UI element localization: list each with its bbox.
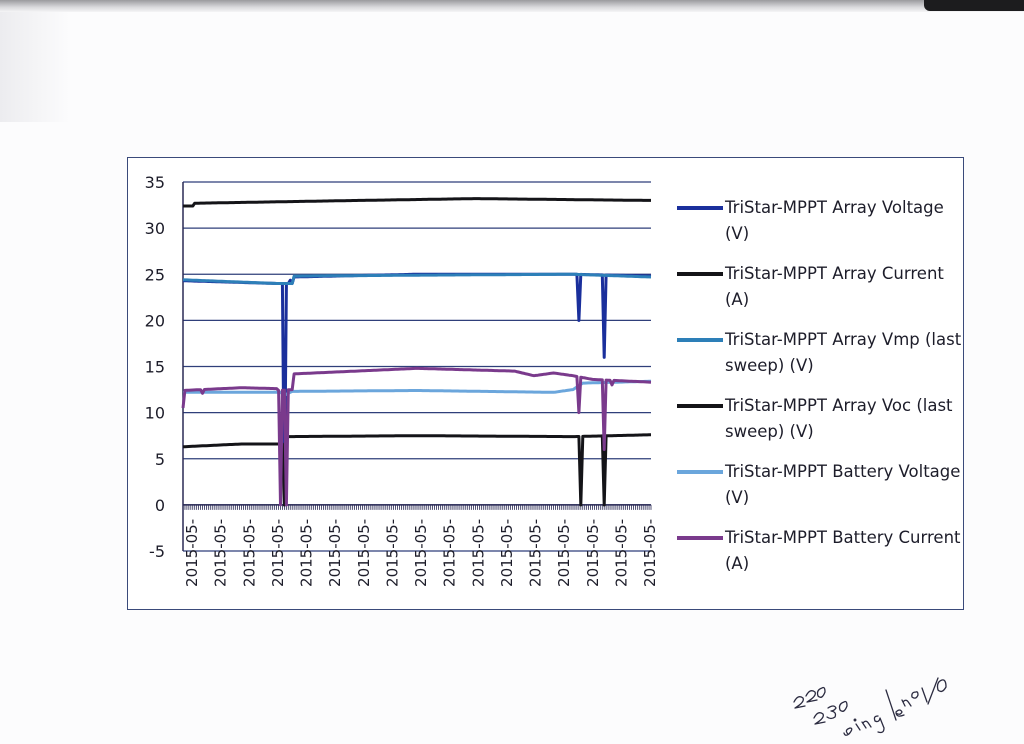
legend-swatch [677,206,723,210]
legend-label: TriStar-MPPT Array Vmp (last sweep) (V) [725,330,962,375]
y-tick-label: 0 [155,496,165,515]
legend-swatch [677,470,723,474]
legend-label: TriStar-MPPT Array Voltage (V) [725,198,944,243]
legend-swatch [677,404,723,408]
y-tick-label: 5 [155,450,165,469]
x-tick-label: 2015-05- [212,519,230,587]
legend-label: TriStar-MPPT Battery Current (A) [725,528,961,573]
x-tick-label: 2015-05- [355,519,373,587]
series-line-6 [181,366,652,507]
x-tick-label: 2015-05- [641,519,659,587]
chart-frame [127,157,964,610]
x-tick-label: 2015-05- [298,519,316,587]
scan-shadow-corner [924,0,1024,11]
y-tick-label: 10 [145,404,165,423]
series-line-2 [183,197,651,208]
legend-label: TriStar-MPPT Array Current (A) [725,264,944,309]
x-tick-label: 2015-05- [326,519,344,587]
x-tick-label: 2015-05- [612,519,630,587]
x-tick-label: 2015-05- [441,519,459,587]
x-tick-label: 2015-05- [412,519,430,587]
legend-label: TriStar-MPPT Battery Voltage (V) [725,462,961,507]
x-tick-label: 2015-05- [383,519,401,587]
tick-labels: 35 30 25 20 15 10 5 0 -5 2015-05- 2015-05- 2015-05-… [145,173,659,587]
axes [182,182,652,551]
series-line-3 [182,272,652,285]
x-tick-label: 2015-05- [555,519,573,587]
y-tick-label: 25 [145,265,165,284]
x-tick-label: 2015-05- [183,519,201,587]
y-tick-label: 20 [145,311,165,330]
y-tick-label: -5 [149,542,165,561]
legend-swatch [677,272,723,276]
x-tick-label: 2015-05- [498,519,516,587]
legend-swatch [677,338,723,342]
scan-edge-top [0,0,1024,12]
series-line-4 [182,433,651,507]
x-tick-label: 2015-05- [469,519,487,587]
handwritten-note [793,677,947,736]
series-line-5 [183,379,651,397]
legend-swatch [677,536,723,540]
x-tick-label: 2015-05- [527,519,545,587]
y-tick-label: 30 [145,219,165,238]
y-tick-label: 15 [145,358,165,377]
x-tick-label: 2015-05- [240,519,258,587]
scan-edge-left [0,12,70,122]
legend-label: TriStar-MPPT Array Voc (last sweep) (V) [725,396,953,441]
series-lines [181,197,652,507]
x-tick-label: 2015-05- [584,519,602,587]
x-tick-label: 2015-05- [269,519,287,587]
y-tick-label: 35 [145,173,165,192]
